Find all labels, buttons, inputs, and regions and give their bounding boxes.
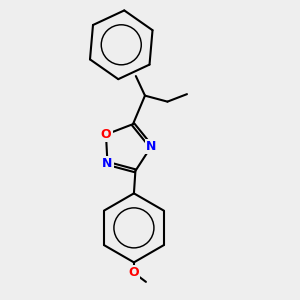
Text: N: N bbox=[146, 140, 156, 153]
Text: O: O bbox=[101, 128, 111, 141]
Text: N: N bbox=[102, 157, 113, 170]
Text: O: O bbox=[129, 266, 139, 279]
